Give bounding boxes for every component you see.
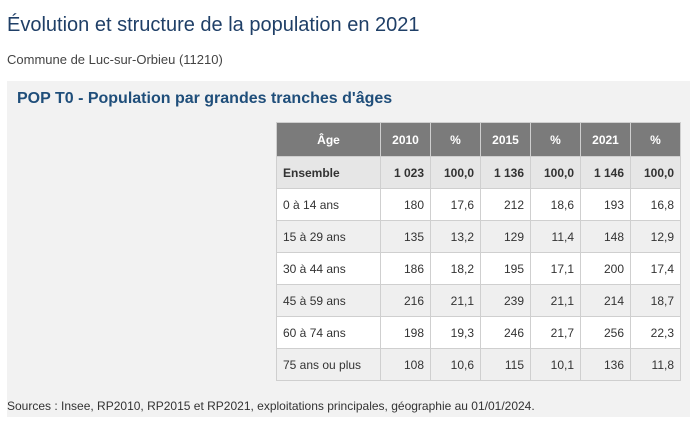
table-cell: 1 146: [580, 156, 631, 189]
table-cell: 19,3: [430, 316, 481, 349]
table-cell: 115: [480, 348, 531, 381]
table-cell: 21,1: [430, 284, 481, 317]
table-cell: 1 136: [480, 156, 531, 189]
row-label: 0 à 14 ans: [276, 188, 381, 221]
table-cell: 195: [480, 252, 531, 285]
table-cell: 17,4: [630, 252, 681, 285]
table-cell: 18,7: [630, 284, 681, 317]
table-row: 30 à 44 ans 186 18,2 195 17,1 200 17,4: [276, 252, 681, 285]
table-cell: 18,2: [430, 252, 481, 285]
table-cell: 10,1: [530, 348, 581, 381]
table-cell: 214: [580, 284, 631, 317]
table-cell: 239: [480, 284, 531, 317]
table-cell: 21,1: [530, 284, 581, 317]
table-cell: 212: [480, 188, 531, 221]
table-cell: 256: [580, 316, 631, 349]
table-cell: 17,1: [530, 252, 581, 285]
row-label: 45 à 59 ans: [276, 284, 381, 317]
table-cell: 17,6: [430, 188, 481, 221]
population-table: Âge 2010 % 2015 % 2021 % Ensemble 1 023 …: [276, 122, 681, 381]
column-header-age: Âge: [276, 122, 381, 157]
table-cell: 22,3: [630, 316, 681, 349]
table-cell: 186: [380, 252, 431, 285]
table-cell: 18,6: [530, 188, 581, 221]
table-cell: 198: [380, 316, 431, 349]
page-title: Évolution et structure de la population …: [7, 14, 420, 36]
table-cell: 200: [580, 252, 631, 285]
table-cell: 13,2: [430, 220, 481, 253]
table-row: 45 à 59 ans 216 21,1 239 21,1 214 18,7: [276, 284, 681, 317]
table-cell: 12,9: [630, 220, 681, 253]
table-row: 60 à 74 ans 198 19,3 246 21,7 256 22,3: [276, 316, 681, 349]
table-header-row: Âge 2010 % 2015 % 2021 %: [276, 122, 681, 157]
table-cell: 16,8: [630, 188, 681, 221]
table-title: POP T0 - Population par grandes tranches…: [17, 90, 393, 107]
table-cell: 11,4: [530, 220, 581, 253]
table-cell: 21,7: [530, 316, 581, 349]
table-cell: 1 023: [380, 156, 431, 189]
table-panel: POP T0 - Population par grandes tranches…: [7, 81, 690, 417]
sources-note: Sources : Insee, RP2010, RP2015 et RP202…: [7, 399, 535, 413]
table-row: 15 à 29 ans 135 13,2 129 11,4 148 12,9: [276, 220, 681, 253]
table-cell: 100,0: [430, 156, 481, 189]
table-cell: 180: [380, 188, 431, 221]
table-cell: 246: [480, 316, 531, 349]
table-cell: 129: [480, 220, 531, 253]
table-row: 75 ans ou plus 108 10,6 115 10,1 136 11,…: [276, 348, 681, 381]
row-label: 60 à 74 ans: [276, 316, 381, 349]
row-label: 15 à 29 ans: [276, 220, 381, 253]
table-row: 0 à 14 ans 180 17,6 212 18,6 193 16,8: [276, 188, 681, 221]
column-header-pct-2021: %: [630, 122, 681, 157]
table-cell: 100,0: [530, 156, 581, 189]
column-header-2021: 2021: [580, 122, 631, 157]
table-cell: 216: [380, 284, 431, 317]
table-cell: 148: [580, 220, 631, 253]
row-label: 75 ans ou plus: [276, 348, 381, 381]
table-row-ensemble: Ensemble 1 023 100,0 1 136 100,0 1 146 1…: [276, 156, 681, 189]
table-cell: 193: [580, 188, 631, 221]
row-label: 30 à 44 ans: [276, 252, 381, 285]
column-header-pct-2015: %: [530, 122, 581, 157]
table-cell: 108: [380, 348, 431, 381]
table-cell: 10,6: [430, 348, 481, 381]
column-header-2015: 2015: [480, 122, 531, 157]
row-label: Ensemble: [276, 156, 381, 189]
table-cell: 135: [380, 220, 431, 253]
table-cell: 100,0: [630, 156, 681, 189]
column-header-2010: 2010: [380, 122, 431, 157]
page-subtitle: Commune de Luc-sur-Orbieu (11210): [7, 52, 223, 67]
table-cell: 11,8: [630, 348, 681, 381]
table-cell: 136: [580, 348, 631, 381]
column-header-pct-2010: %: [430, 122, 481, 157]
